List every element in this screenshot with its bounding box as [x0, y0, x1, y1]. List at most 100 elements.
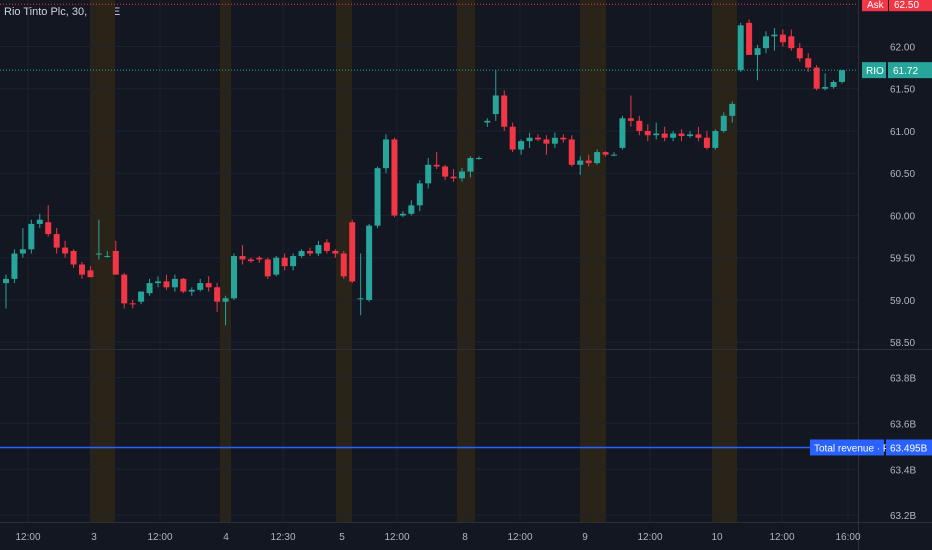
- candle-body[interactable]: [340, 253, 347, 277]
- candle-body[interactable]: [3, 278, 9, 284]
- candle-body[interactable]: [323, 242, 330, 251]
- candle-body[interactable]: [543, 139, 550, 144]
- candle-body[interactable]: [256, 257, 263, 260]
- candle-body[interactable]: [180, 278, 187, 292]
- candle-body[interactable]: [535, 137, 541, 140]
- candle-body[interactable]: [231, 256, 237, 299]
- candle-body[interactable]: [737, 25, 744, 71]
- candle-body[interactable]: [45, 222, 52, 235]
- candle-body[interactable]: [214, 287, 221, 302]
- candle-body[interactable]: [788, 36, 795, 49]
- candle-body[interactable]: [839, 70, 845, 82]
- candle-body[interactable]: [332, 250, 339, 254]
- candle-body[interactable]: [813, 67, 820, 89]
- candle-body[interactable]: [138, 291, 145, 302]
- candle-body[interactable]: [746, 22, 753, 55]
- candle-body[interactable]: [205, 283, 212, 288]
- candle-body[interactable]: [484, 120, 491, 123]
- candle-body[interactable]: [492, 95, 499, 115]
- candle-body[interactable]: [315, 245, 322, 254]
- candle-body[interactable]: [95, 253, 102, 255]
- candle-body[interactable]: [28, 223, 35, 250]
- candle-body[interactable]: [594, 152, 601, 164]
- candle-body[interactable]: [433, 164, 440, 167]
- candle-body[interactable]: [754, 48, 761, 55]
- candle-body[interactable]: [526, 137, 533, 142]
- candle-body[interactable]: [627, 118, 634, 121]
- candle-body[interactable]: [771, 34, 778, 37]
- candle-body[interactable]: [805, 58, 812, 68]
- candle-body[interactable]: [11, 253, 18, 279]
- candle-body[interactable]: [155, 281, 161, 284]
- candle-body[interactable]: [70, 250, 77, 265]
- candle-body[interactable]: [222, 298, 229, 302]
- candle-body[interactable]: [129, 303, 136, 305]
- candle-body[interactable]: [577, 160, 584, 165]
- candle-body[interactable]: [239, 256, 246, 260]
- candle-body[interactable]: [653, 133, 660, 136]
- candle-body[interactable]: [467, 158, 474, 172]
- candle-body[interactable]: [408, 205, 415, 214]
- candle-body[interactable]: [247, 259, 254, 262]
- candle-body[interactable]: [720, 115, 727, 131]
- candle-body[interactable]: [822, 87, 829, 89]
- candle-body[interactable]: [163, 281, 170, 288]
- candle-body[interactable]: [416, 183, 423, 206]
- candle-body[interactable]: [459, 171, 465, 179]
- candle-body[interactable]: [611, 154, 617, 156]
- candle-body[interactable]: [602, 152, 609, 155]
- candle-body[interactable]: [703, 137, 710, 148]
- candle-body[interactable]: [290, 256, 297, 267]
- candle-body[interactable]: [644, 130, 651, 136]
- candle-body[interactable]: [695, 134, 702, 138]
- candle-body[interactable]: [779, 34, 786, 43]
- candle-body[interactable]: [53, 234, 60, 248]
- candle-body[interactable]: [383, 139, 389, 169]
- candle-body[interactable]: [729, 103, 736, 116]
- candle-body[interactable]: [87, 270, 94, 278]
- candle-body[interactable]: [450, 176, 457, 179]
- candle-body[interactable]: [112, 250, 119, 275]
- candle-body[interactable]: [104, 256, 111, 258]
- candle-body[interactable]: [307, 250, 313, 254]
- candle-body[interactable]: [273, 257, 280, 275]
- candle-body[interactable]: [121, 274, 128, 304]
- candle-body[interactable]: [79, 264, 85, 275]
- candle-body[interactable]: [796, 48, 803, 59]
- candle-body[interactable]: [349, 222, 356, 282]
- candle-body[interactable]: [197, 283, 204, 290]
- candle-body[interactable]: [501, 95, 508, 127]
- candle-body[interactable]: [670, 133, 677, 138]
- candle-body[interactable]: [509, 126, 516, 150]
- candle-body[interactable]: [661, 133, 668, 138]
- candle-body[interactable]: [19, 249, 26, 254]
- candle-body[interactable]: [619, 118, 626, 148]
- candle-body[interactable]: [687, 134, 693, 137]
- candle-body[interactable]: [763, 36, 769, 49]
- candle-body[interactable]: [551, 137, 558, 144]
- candle-body[interactable]: [36, 219, 43, 224]
- candle-body[interactable]: [678, 133, 685, 137]
- candle-body[interactable]: [568, 139, 575, 165]
- candle-body[interactable]: [188, 289, 195, 292]
- candle-body[interactable]: [830, 81, 837, 88]
- candle-body[interactable]: [171, 278, 178, 288]
- candle-body[interactable]: [146, 283, 153, 294]
- candle-body[interactable]: [298, 250, 305, 257]
- candle-body[interactable]: [442, 166, 449, 177]
- candle-body[interactable]: [475, 158, 482, 160]
- candle-body[interactable]: [560, 137, 567, 140]
- candle-body[interactable]: [264, 259, 271, 277]
- candle-body[interactable]: [374, 168, 381, 226]
- candle-body[interactable]: [518, 141, 525, 150]
- candle-body[interactable]: [425, 164, 432, 184]
- candle-body[interactable]: [585, 160, 592, 164]
- candle-body[interactable]: [366, 225, 373, 300]
- candle-body[interactable]: [357, 298, 364, 300]
- candle-body[interactable]: [399, 213, 406, 216]
- candle-body[interactable]: [281, 257, 288, 267]
- candle-body[interactable]: [712, 130, 719, 148]
- candle-body[interactable]: [62, 247, 69, 254]
- candle-body[interactable]: [636, 120, 643, 131]
